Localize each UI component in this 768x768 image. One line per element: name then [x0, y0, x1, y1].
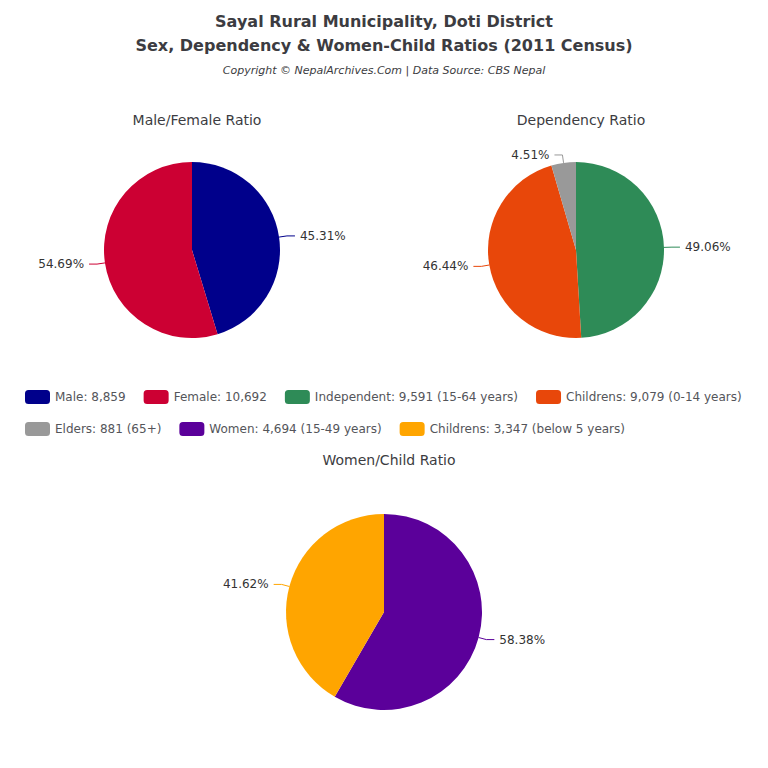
svg-text:4.51%: 4.51% — [511, 148, 549, 162]
svg-text:Copyright © NepalArchives.Com: Copyright © NepalArchives.Com | Data Sou… — [223, 64, 545, 77]
svg-text:Childrens: 3,347 (below 5 year: Childrens: 3,347 (below 5 years) — [430, 422, 625, 436]
svg-text:Sex, Dependency & Women-Child: Sex, Dependency & Women-Child Ratios (20… — [135, 36, 632, 55]
svg-text:58.38%: 58.38% — [499, 633, 545, 647]
svg-text:49.06%: 49.06% — [685, 240, 731, 254]
svg-text:Male/Female Ratio: Male/Female Ratio — [133, 112, 262, 128]
svg-text:54.69%: 54.69% — [38, 257, 84, 271]
svg-text:Female: 10,692: Female: 10,692 — [174, 390, 267, 404]
svg-text:Women/Child Ratio: Women/Child Ratio — [322, 452, 455, 468]
svg-text:Sayal Rural Municipality, Doti: Sayal Rural Municipality, Doti District — [215, 12, 553, 31]
svg-text:Childrens: 9,079 (0-14 years): Childrens: 9,079 (0-14 years) — [566, 390, 742, 404]
svg-text:Male: 8,859: Male: 8,859 — [55, 390, 126, 404]
svg-text:Dependency Ratio: Dependency Ratio — [517, 112, 646, 128]
svg-text:Elders: 881 (65+): Elders: 881 (65+) — [55, 422, 161, 436]
svg-text:Women: 4,694 (15-49 years): Women: 4,694 (15-49 years) — [209, 422, 381, 436]
svg-text:46.44%: 46.44% — [423, 259, 469, 273]
svg-text:41.62%: 41.62% — [223, 577, 269, 591]
svg-text:Independent: 9,591 (15-64 year: Independent: 9,591 (15-64 years) — [315, 390, 518, 404]
svg-text:45.31%: 45.31% — [300, 229, 346, 243]
